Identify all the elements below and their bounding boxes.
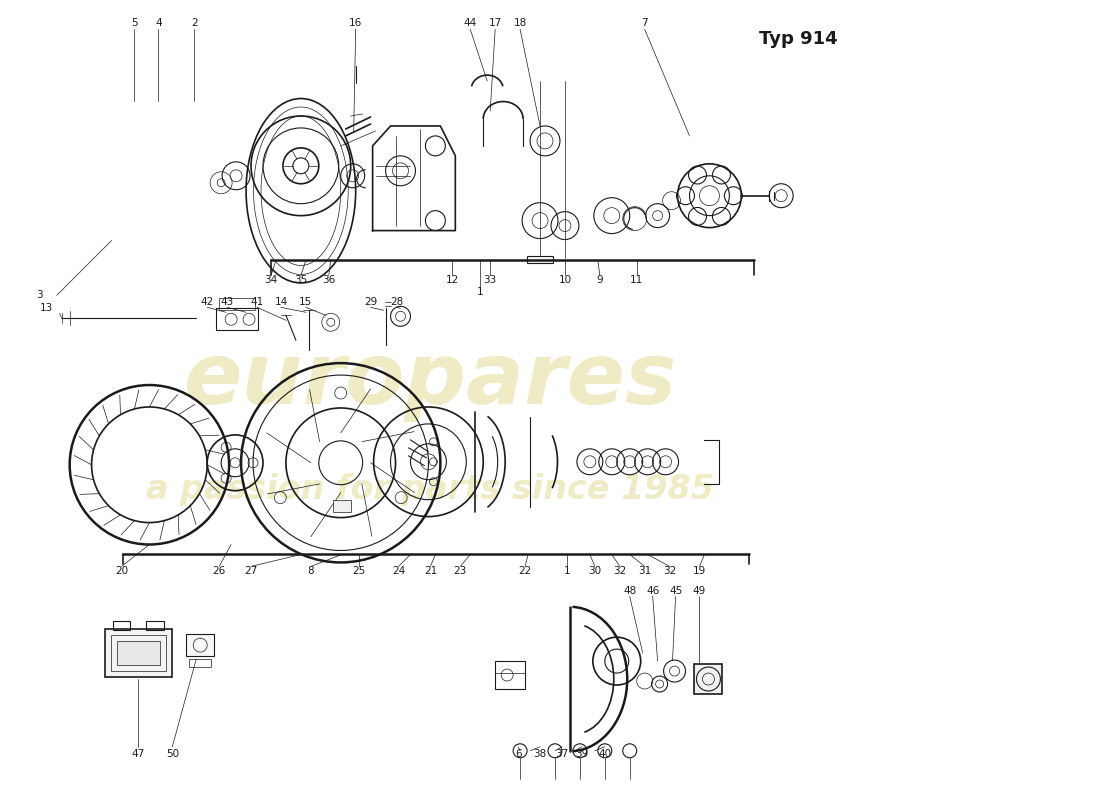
- Text: 15: 15: [299, 298, 312, 307]
- Bar: [694, 664, 723, 694]
- Text: 43: 43: [220, 298, 234, 307]
- Text: 4: 4: [155, 18, 162, 28]
- Text: 8: 8: [308, 566, 315, 577]
- Text: 3: 3: [36, 290, 43, 300]
- Text: 1: 1: [563, 566, 570, 577]
- Bar: [217, 308, 258, 330]
- Bar: [495, 661, 525, 689]
- Text: 47: 47: [132, 749, 145, 758]
- Text: 7: 7: [641, 18, 648, 28]
- Text: 21: 21: [424, 566, 437, 577]
- Text: 34: 34: [264, 275, 277, 286]
- Bar: [189, 659, 211, 667]
- Bar: [110, 635, 166, 671]
- Text: 9: 9: [596, 275, 603, 286]
- Text: 27: 27: [244, 566, 257, 577]
- Text: 5: 5: [131, 18, 138, 28]
- Text: 22: 22: [518, 566, 531, 577]
- Text: 18: 18: [514, 18, 527, 28]
- Bar: [117, 641, 161, 665]
- Text: 50: 50: [166, 749, 179, 758]
- Text: 31: 31: [638, 566, 651, 577]
- Text: 11: 11: [630, 275, 644, 286]
- Text: 33: 33: [484, 275, 497, 286]
- Bar: [219, 298, 255, 310]
- Text: 20: 20: [114, 566, 128, 577]
- Bar: [333, 500, 351, 512]
- Bar: [527, 255, 553, 263]
- Text: a passion for parts since 1985: a passion for parts since 1985: [146, 473, 714, 506]
- Bar: [104, 630, 173, 677]
- Text: 19: 19: [693, 566, 706, 577]
- Text: 24: 24: [392, 566, 405, 577]
- Bar: [146, 622, 164, 630]
- Text: 6: 6: [515, 749, 521, 758]
- Text: 23: 23: [453, 566, 466, 577]
- Text: 17: 17: [488, 18, 502, 28]
- Text: 38: 38: [534, 749, 547, 758]
- Text: 36: 36: [322, 275, 335, 286]
- Bar: [112, 622, 131, 630]
- Text: 40: 40: [598, 749, 612, 758]
- Text: 10: 10: [559, 275, 572, 286]
- Text: 13: 13: [40, 303, 53, 314]
- Text: 45: 45: [669, 586, 682, 596]
- Text: 44: 44: [464, 18, 477, 28]
- Text: 32: 32: [663, 566, 676, 577]
- Text: 39: 39: [575, 749, 589, 758]
- Text: 1: 1: [477, 287, 484, 298]
- Text: 41: 41: [251, 298, 264, 307]
- Text: 26: 26: [212, 566, 226, 577]
- Text: 49: 49: [693, 586, 706, 596]
- Text: 12: 12: [446, 275, 459, 286]
- Text: 32: 32: [613, 566, 626, 577]
- Text: 30: 30: [588, 566, 602, 577]
- Text: 16: 16: [349, 18, 362, 28]
- Text: 2: 2: [191, 18, 198, 28]
- Text: 48: 48: [623, 586, 636, 596]
- Text: 46: 46: [646, 586, 659, 596]
- Text: europares: europares: [184, 338, 676, 422]
- Text: 29: 29: [364, 298, 377, 307]
- Text: 14: 14: [274, 298, 287, 307]
- Text: 37: 37: [556, 749, 569, 758]
- Text: Typ 914: Typ 914: [759, 30, 838, 48]
- Text: 35: 35: [294, 275, 308, 286]
- Text: 28: 28: [389, 298, 404, 307]
- Text: 25: 25: [352, 566, 365, 577]
- Bar: [186, 634, 214, 656]
- Text: 42: 42: [200, 298, 213, 307]
